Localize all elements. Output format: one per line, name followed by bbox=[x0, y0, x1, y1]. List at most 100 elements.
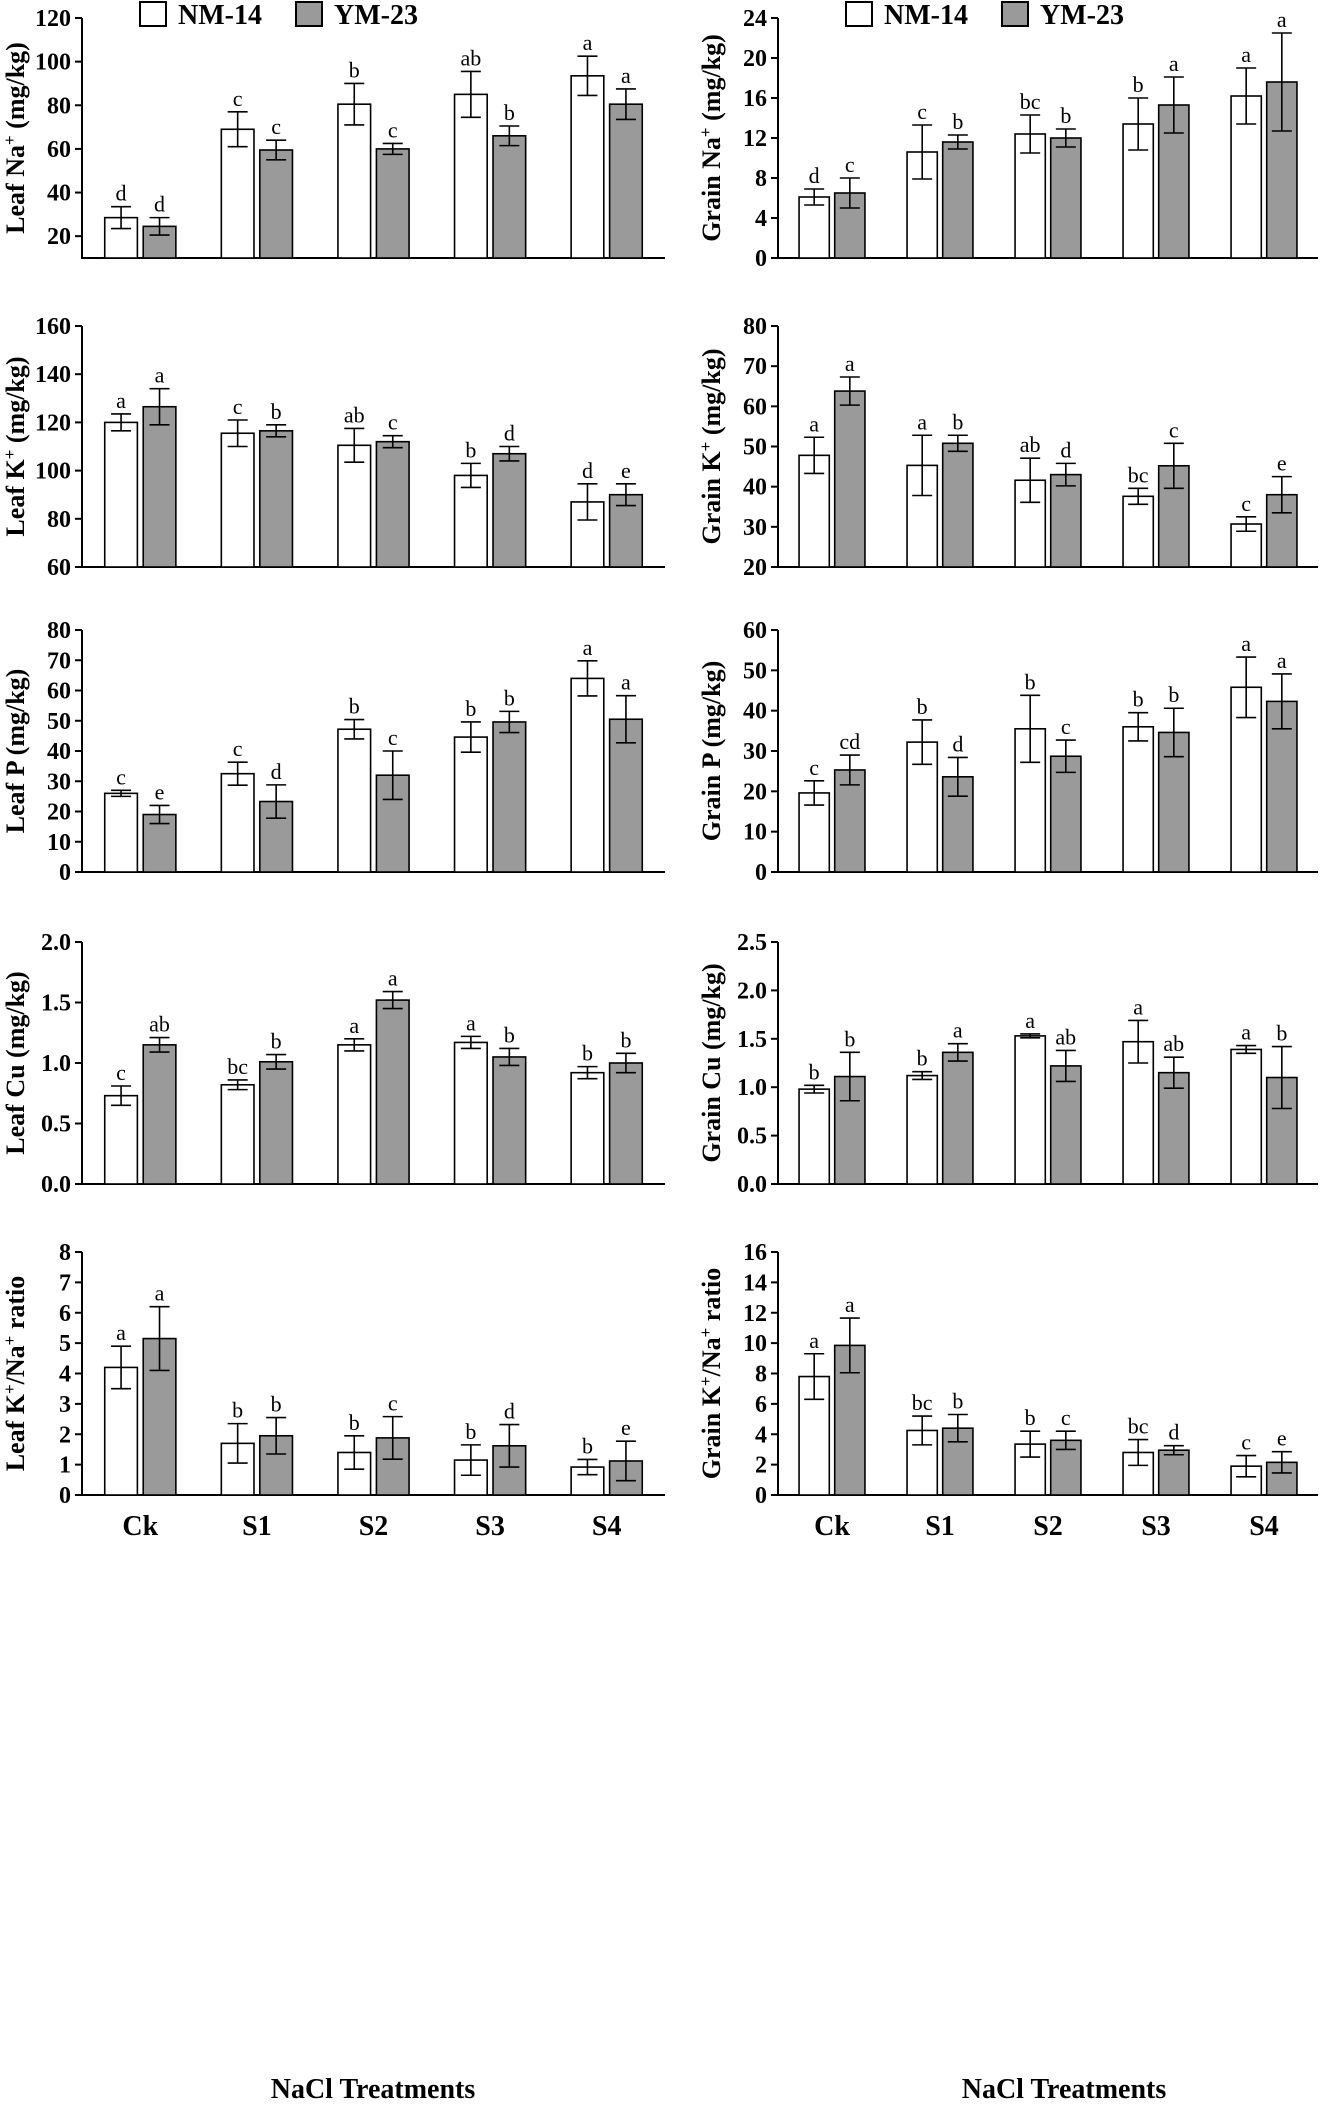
y-tick-label: 0.5 bbox=[737, 1124, 767, 1150]
y-tick-label: 140 bbox=[35, 362, 71, 388]
y-tick-label: 6 bbox=[59, 1301, 71, 1327]
bar-nm14-s1 bbox=[220, 1083, 255, 1185]
significance-label: b bbox=[465, 437, 476, 462]
significance-label: bc bbox=[1128, 462, 1149, 487]
bar-nm14-s4 bbox=[570, 677, 605, 873]
y-tick-label: 8 bbox=[755, 166, 767, 192]
y-tick-label: 30 bbox=[743, 515, 767, 541]
y-tick-label: 24 bbox=[743, 6, 767, 32]
y-tick-label: 1.0 bbox=[41, 1051, 71, 1077]
y-tick-label: 40 bbox=[743, 699, 767, 725]
significance-label: e bbox=[621, 1415, 631, 1440]
significance-label: c bbox=[1061, 714, 1071, 739]
legend-label-ym23: YM-23 bbox=[334, 0, 418, 31]
bar-nm14-s1 bbox=[906, 1074, 939, 1185]
y-tick-label: 50 bbox=[47, 709, 71, 735]
bar-ym23-ck bbox=[142, 1044, 177, 1185]
bar-ym23-s2 bbox=[1049, 1065, 1082, 1185]
y-tick-label: 16 bbox=[743, 1240, 767, 1266]
significance-label: d bbox=[952, 731, 963, 756]
bar-ym23-s3 bbox=[1157, 1449, 1190, 1496]
x-axis-title: NaCl Treatments bbox=[962, 2074, 1167, 2105]
bar-ym23-s1 bbox=[259, 430, 294, 568]
significance-label: c bbox=[388, 1391, 398, 1416]
y-tick-label: 60 bbox=[47, 137, 71, 163]
significance-label: b bbox=[917, 694, 928, 719]
significance-label: b bbox=[1133, 72, 1144, 97]
y-tick-label: 0.5 bbox=[41, 1112, 71, 1138]
y-tick-label: 20 bbox=[743, 46, 767, 72]
y-tick-label: 20 bbox=[47, 800, 71, 826]
category-label: Ck bbox=[814, 1511, 850, 1542]
category-label: S3 bbox=[475, 1511, 505, 1542]
legend-swatch-nm14 bbox=[845, 1, 873, 27]
y-tick-label: 160 bbox=[35, 314, 71, 340]
bar-nm14-ck bbox=[798, 196, 831, 259]
y-tick-label: 7 bbox=[59, 1270, 71, 1296]
y-axis-title: Grain Cu (mg/kg) bbox=[697, 963, 726, 1162]
bar-nm14-s3 bbox=[453, 1041, 488, 1185]
significance-label: a bbox=[845, 1292, 855, 1317]
legend-label-nm14: NM-14 bbox=[884, 0, 968, 31]
bar-ym23-s1 bbox=[941, 1051, 974, 1185]
bar-nm14-s2 bbox=[337, 103, 372, 259]
significance-label: c bbox=[1241, 1430, 1251, 1455]
significance-label: b bbox=[465, 696, 476, 721]
bar-ym23-s2 bbox=[1049, 137, 1082, 259]
significance-label: a bbox=[1241, 42, 1251, 67]
bar-nm14-s3 bbox=[453, 93, 488, 259]
significance-label: b bbox=[271, 1392, 282, 1417]
y-tick-label: 80 bbox=[743, 314, 767, 340]
category-label: Ck bbox=[122, 1511, 158, 1542]
significance-label: a bbox=[155, 363, 165, 388]
y-tick-label: 60 bbox=[47, 555, 71, 581]
y-axis-title: Leaf P (mg/kg) bbox=[1, 669, 30, 834]
y-tick-label: 30 bbox=[743, 739, 767, 765]
y-tick-label: 5 bbox=[59, 1331, 71, 1357]
significance-label: b bbox=[349, 57, 360, 82]
bar-nm14-ck bbox=[103, 792, 139, 873]
significance-label: a bbox=[1169, 51, 1179, 76]
y-tick-label: 2.0 bbox=[41, 930, 71, 956]
bar-nm14-s2 bbox=[337, 728, 372, 873]
y-tick-label: 12 bbox=[743, 126, 767, 152]
significance-label: a bbox=[388, 966, 398, 991]
significance-label: c bbox=[233, 394, 243, 419]
bar-ym23-s2 bbox=[375, 440, 410, 568]
significance-label: d bbox=[582, 458, 593, 483]
bar-nm14-s1 bbox=[220, 772, 255, 873]
y-tick-label: 4 bbox=[755, 206, 767, 232]
significance-label: b bbox=[952, 409, 963, 434]
y-tick-label: 0 bbox=[59, 860, 71, 886]
y-tick-label: 20 bbox=[743, 779, 767, 805]
significance-label: d bbox=[504, 421, 515, 446]
y-tick-label: 4 bbox=[59, 1362, 71, 1388]
category-label: S3 bbox=[1141, 1511, 1171, 1542]
y-tick-label: 80 bbox=[47, 507, 71, 533]
y-tick-label: 60 bbox=[743, 394, 767, 420]
significance-label: b bbox=[917, 1046, 928, 1071]
significance-label: a bbox=[1277, 7, 1287, 32]
significance-label: bc bbox=[1020, 89, 1041, 114]
significance-label: b bbox=[952, 109, 963, 134]
significance-label: d bbox=[809, 163, 820, 188]
bar-nm14-ck bbox=[798, 792, 831, 873]
bar-ym23-s4 bbox=[608, 103, 644, 259]
bar-nm14-s2 bbox=[337, 444, 372, 568]
bar-nm14-s2 bbox=[1014, 133, 1047, 259]
significance-label: c bbox=[233, 86, 243, 111]
significance-label: c bbox=[233, 736, 243, 761]
bar-nm14-s1 bbox=[220, 128, 255, 259]
category-label: S2 bbox=[359, 1511, 389, 1542]
x-axis-title: NaCl Treatments bbox=[271, 2074, 476, 2105]
category-label: S4 bbox=[1249, 1511, 1279, 1542]
y-tick-label: 3 bbox=[59, 1392, 71, 1418]
y-tick-label: 1 bbox=[59, 1453, 71, 1479]
bar-nm14-s4 bbox=[1230, 1048, 1263, 1185]
y-tick-label: 1.0 bbox=[737, 1075, 767, 1101]
significance-label: e bbox=[621, 458, 631, 483]
